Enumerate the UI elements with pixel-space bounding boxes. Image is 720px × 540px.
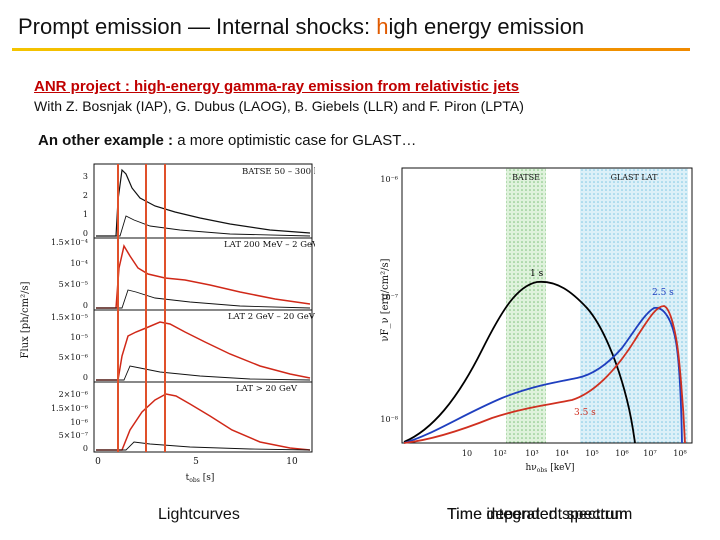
series-3.5s [403,305,686,444]
series-1s [403,280,636,444]
ytick-p2-2: 5×10⁻⁵ [59,280,88,289]
ytick-p4-4: 0 [83,444,88,453]
glast-band [580,168,688,443]
spectrum-ylabel: νF_ν [erg/cm²/s] [380,258,391,341]
xtick-10: 10 [286,457,298,467]
slide-title: Prompt emission — Internal shocks: high … [18,14,584,40]
project-line: ANR project : high-energy gamma-ray emis… [34,78,520,95]
xtick-5: 5 [193,457,199,467]
lightcurves-figure: Flux [ph/cm²/s] BATSE 50 – 300 keV LAT 2… [20,163,315,484]
lat1-total-curve [96,244,311,309]
title-highlight: h [376,14,389,39]
ytick-p3-3: 0 [83,373,88,382]
spectrum-xtick-3: 10⁴ [555,449,568,458]
spectrum-xtick-4: 10⁵ [585,449,598,458]
panel-frame-4 [93,381,313,453]
batse-part-curve [96,215,311,237]
ytick-p1-2: 1 [83,210,88,219]
ytick-p3-0: 1.5×10⁻⁵ [51,313,88,322]
panel-label-2: LAT 200 MeV – 2 GeV [224,240,315,250]
spectrum-frame [401,167,693,444]
spectrum-xlabel: hνobs [keV] [526,463,575,474]
xtick-0: 0 [95,457,101,467]
spectrum-figure: νF_ν [erg/cm²/s] BATSE GLAST LAT 10⁻⁶ 10… [380,167,693,474]
ytick-p1-0: 3 [83,172,88,181]
lightcurves-caption: Lightcurves [158,506,240,523]
lightcurves-xlabel: tobs [s] [186,473,215,484]
spectrum-xtick-2: 10³ [525,449,538,458]
spectrum-ytick-0: 10⁻⁶ [380,175,398,184]
spectrum-caption-dependent: Time dependent spectrum [447,506,633,523]
ytick-p1-3: 0 [83,229,88,238]
spectrum-xtick-7: 10⁸ [673,449,686,458]
spectrum-ytick-1: 10⁻⁷ [380,293,398,302]
ytick-p4-3: 5×10⁻⁷ [59,431,88,440]
example-line: An other example : a more optimistic cas… [38,132,416,149]
batse-band [506,168,546,443]
title-end: igh energy emission [388,14,585,39]
panel-label-1: BATSE 50 – 300 keV [242,167,315,177]
authors-line: With Z. Bosnjak (IAP), G. Dubus (LAOG), … [34,98,524,114]
lat3-total-curve [96,393,311,451]
spectrum-xtick-0: 10 [462,449,472,458]
label-3.5s: 3.5 s [574,408,596,418]
batse-total-curve [96,168,311,237]
example-bold: An other example : [38,132,174,149]
lat2-part-curve [96,365,311,381]
panel-label-4: LAT > 20 GeV [236,384,298,394]
spectrum-xtick-1: 10² [493,449,506,458]
lat3-part-curve [96,441,311,451]
spectrum-xtick-6: 10⁷ [643,449,656,458]
panel-label-3: LAT 2 GeV – 20 GeV [228,312,315,322]
ytick-p3-2: 5×10⁻⁶ [59,353,88,362]
batse-band-label: BATSE [512,173,540,182]
spectrum-ytick-2: 10⁻⁸ [380,415,398,424]
label-1s: 1 s [530,269,544,279]
spectrum-xtick-5: 10⁶ [615,449,628,458]
ytick-p1-1: 2 [83,191,88,200]
example-rest: a more optimistic case for GLAST… [173,132,417,149]
ytick-p3-1: 10⁻⁵ [70,333,88,342]
title-rule [12,48,690,51]
glast-band-label: GLAST LAT [611,173,658,182]
label-2.5s: 2.5 s [652,288,674,298]
ytick-p2-3: 0 [83,301,88,310]
lightcurves-ylabel: Flux [ph/cm²/s] [20,281,31,358]
ytick-p2-1: 10⁻⁴ [70,259,88,268]
ytick-p4-0: 2×10⁻⁶ [59,390,88,399]
ytick-p4-2: 10⁻⁶ [70,418,88,427]
spectrum-caption-integrated: Time integrated spectrum [447,506,628,523]
ytick-p2-0: 1.5×10⁻⁴ [51,238,88,247]
ytick-p4-1: 1.5×10⁻⁶ [51,404,88,413]
title-start: Prompt emission — Internal shocks: [18,14,377,39]
